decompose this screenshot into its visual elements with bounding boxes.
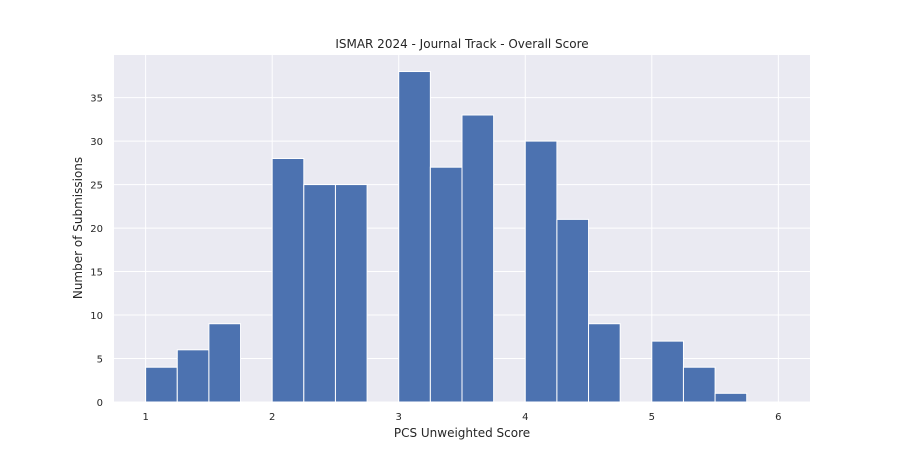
histogram-bar [682,366,716,403]
histogram-bar [303,184,336,403]
x-tick-label: 4 [522,412,528,423]
x-tick-label: 1 [142,412,148,423]
x-tick-label: 2 [269,412,275,423]
histogram-bar [651,340,684,403]
y-tick-label: 5 [97,355,103,366]
x-tick-label: 3 [396,412,402,423]
y-axis-ticks: 0 5 10 15 20 25 30 35 [90,94,103,409]
y-tick-label: 10 [90,311,103,322]
histogram-bar [334,184,368,403]
histogram-bar [208,323,242,403]
x-axis-label: PCS Unweighted Score [394,426,530,440]
y-tick-label: 35 [90,94,103,105]
histogram-bar [176,349,210,403]
histogram-bar [398,71,431,403]
histogram-bar [588,323,621,403]
y-tick-label: 30 [90,137,103,148]
y-tick-label: 25 [90,181,103,192]
y-tick-label: 20 [90,224,103,235]
x-tick-label: 5 [649,412,655,423]
y-axis-label: Number of Submissions [71,157,85,299]
chart-title: ISMAR 2024 - Journal Track - Overall Sco… [335,37,588,51]
histogram-bar [429,166,463,403]
x-axis-ticks: 1 2 3 4 5 6 [142,412,781,423]
histogram-bar [271,157,305,403]
histogram-bar [524,140,558,403]
y-tick-label: 15 [90,268,103,279]
bars [145,71,748,403]
histogram-bar [145,366,178,403]
y-tick-label: 0 [97,398,103,409]
histogram-bar [714,392,748,403]
x-tick-label: 6 [775,412,781,423]
histogram-bar [556,218,590,403]
histogram-bar [461,114,495,403]
